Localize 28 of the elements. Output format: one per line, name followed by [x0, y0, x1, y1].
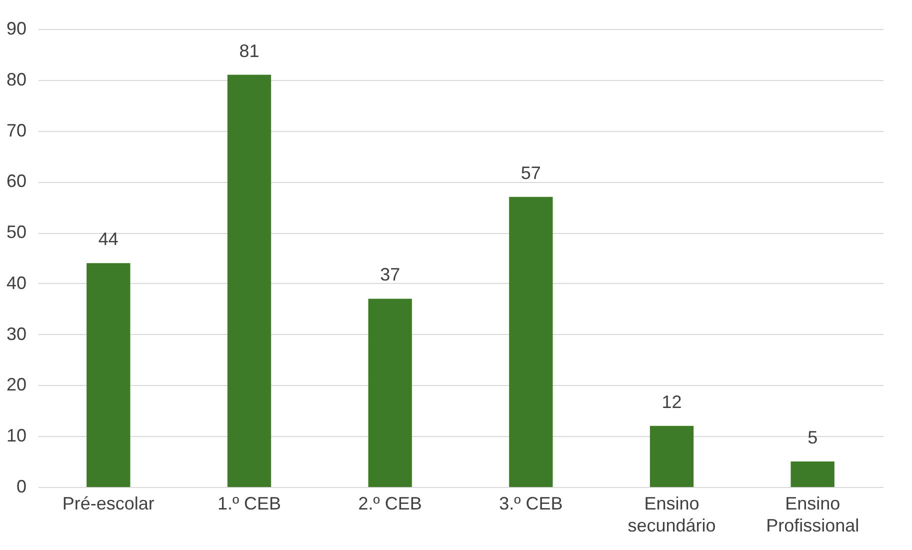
bar	[790, 462, 834, 487]
data-label: 44	[98, 229, 118, 250]
bar	[368, 298, 412, 487]
x-tick-label: 3.º CEB	[499, 494, 563, 514]
x-tick-label: Ensino secundário	[628, 494, 716, 536]
y-tick-label: 80	[6, 69, 26, 90]
bar	[86, 263, 130, 487]
data-label: 81	[239, 40, 260, 61]
y-tick-label: 10	[6, 426, 26, 446]
x-tick-label: Pré-escolar	[62, 494, 154, 514]
data-label: 37	[380, 264, 400, 285]
y-tick-label: 30	[6, 324, 26, 344]
data-label: 57	[520, 162, 541, 183]
y-tick-label: 60	[6, 171, 26, 192]
x-tick-label: 2.º CEB	[358, 494, 422, 514]
y-tick-label: 50	[6, 222, 26, 242]
bar	[509, 196, 553, 487]
x-tick-label: Ensino Profissional	[766, 494, 860, 536]
x-tick-label: 1.º CEB	[217, 494, 282, 514]
bar	[650, 426, 694, 487]
data-label: 5	[808, 428, 818, 448]
y-tick-label: 90	[6, 18, 26, 38]
y-tick-label: 20	[6, 374, 26, 395]
y-tick-label: 70	[6, 120, 26, 140]
bar	[227, 74, 272, 487]
data-label: 12	[662, 392, 682, 412]
y-tick-label: 40	[6, 272, 26, 293]
y-tick-label: 0	[16, 476, 26, 496]
